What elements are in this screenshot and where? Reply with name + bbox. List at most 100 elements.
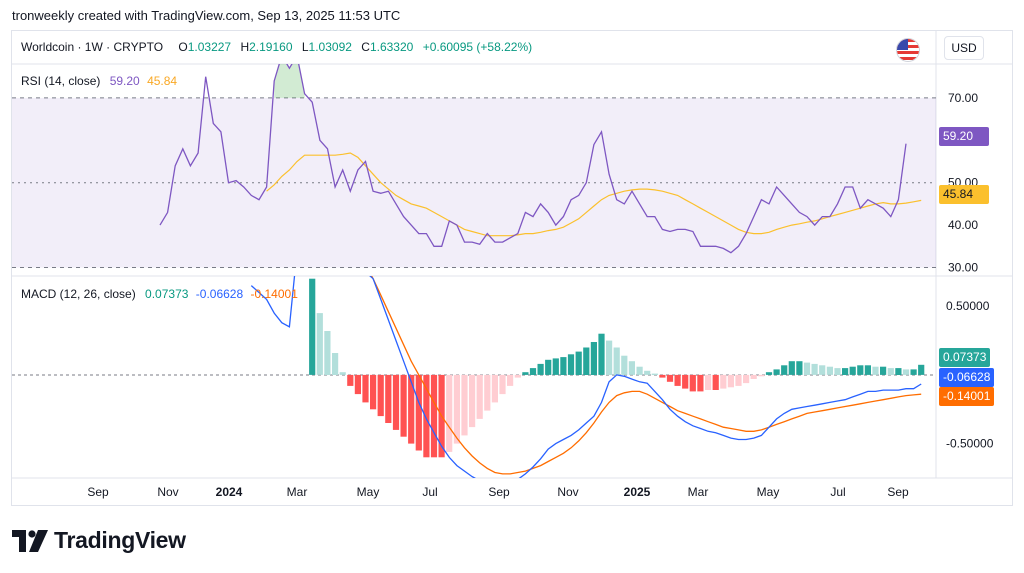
histogram-bar (552, 358, 559, 375)
open-value: 1.03227 (187, 40, 232, 54)
rsi-tick-label: 70.00 (948, 91, 978, 105)
time-axis-label: Nov (557, 485, 578, 499)
histogram-bar (910, 369, 917, 375)
histogram-bar (644, 370, 651, 375)
histogram-bar (575, 351, 582, 375)
time-axis-label: Sep (87, 485, 109, 499)
histogram-bar (895, 368, 902, 375)
close-value: 1.63320 (369, 40, 414, 54)
macd-line (250, 276, 922, 478)
rsi-legend-value: 59.20 (109, 74, 140, 88)
histogram-bar (621, 355, 628, 375)
hist-legend-value: 0.07373 (145, 287, 189, 301)
histogram-bar (651, 373, 658, 375)
histogram-bar (514, 374, 521, 378)
low-label: L (301, 40, 309, 54)
histogram-bar (598, 333, 605, 375)
rsi-tick-label: 30.00 (948, 261, 978, 275)
tradingview-logo-icon (12, 529, 48, 552)
histogram-bar (628, 361, 635, 375)
rsi-overbought-fill (274, 64, 305, 98)
histogram-bar (606, 340, 613, 375)
footer-logo[interactable]: TradingView (12, 527, 186, 554)
histogram-bar (849, 366, 856, 375)
histogram-bar (674, 374, 681, 386)
histogram-bar (560, 357, 567, 375)
histogram-bar (864, 365, 871, 375)
histogram-bar (918, 364, 925, 375)
histogram-bar (529, 368, 537, 375)
histogram-bar (735, 374, 742, 386)
macd-legend-value: -0.06628 (195, 287, 244, 301)
rsi-ma-price-badge: 45.84 (939, 185, 989, 204)
histogram-bar (453, 374, 460, 444)
time-axis-label: 2024 (216, 485, 243, 499)
change-value: +0.60095 (+58.22%) (422, 40, 533, 54)
histogram-bar (362, 374, 369, 403)
chart-frame (11, 30, 1013, 506)
time-axis-label: 2025 (624, 485, 651, 499)
histogram-bar (758, 374, 765, 377)
histogram-bar (339, 372, 346, 375)
symbol-name[interactable]: Worldcoin · 1W · CRYPTO (21, 40, 164, 54)
histogram-bar (682, 374, 689, 389)
histogram-bar (819, 365, 826, 375)
histogram-bar (537, 363, 544, 375)
histogram-bar (392, 374, 400, 430)
symbol-legend: Worldcoin · 1W · CRYPTO O1.03227 H2.1916… (21, 40, 532, 54)
histogram-bar (887, 368, 894, 375)
time-axis-label: Sep (488, 485, 510, 499)
histogram-bar (590, 342, 597, 375)
time-axis-label: Mar (287, 485, 308, 499)
histogram-bar (377, 374, 384, 417)
histogram-bar (796, 361, 803, 375)
time-axis-label: May (757, 485, 780, 499)
close-label: C (361, 40, 370, 54)
histogram-bar (332, 353, 339, 375)
histogram-bar (385, 374, 392, 423)
us-flag-icon[interactable] (896, 38, 920, 62)
histogram-bar (659, 374, 666, 378)
histogram-bar (781, 365, 788, 375)
macd-histogram (309, 278, 925, 458)
histogram-bar (522, 372, 529, 375)
chart-header: tronweekly created with TradingView.com,… (12, 8, 401, 23)
histogram-bar (811, 363, 818, 375)
signal-line (370, 276, 922, 475)
histogram-bar (636, 366, 643, 375)
macd-legend-name: MACD (12, 26, close) (21, 287, 136, 301)
histogram-bar (484, 374, 491, 411)
signal-price-badge: -0.14001 (939, 387, 995, 406)
rsi-legend[interactable]: RSI (14, close) 59.20 45.84 (21, 74, 177, 88)
histogram-bar (400, 374, 407, 437)
macd-legend[interactable]: MACD (12, 26, close) 0.07373 -0.06628 -0… (21, 287, 298, 301)
time-axis-label: Jul (422, 485, 437, 499)
histogram-bar (507, 374, 514, 386)
rsi-line (159, 64, 907, 254)
histogram-bar (788, 361, 795, 375)
histogram-bar (370, 374, 377, 410)
rsi-ma-legend-value: 45.84 (147, 74, 178, 88)
macd-tick-label: 0.50000 (946, 299, 990, 313)
histogram-bar (765, 372, 773, 375)
histogram-bar (324, 331, 331, 375)
histogram-bar (446, 374, 453, 452)
histogram-bar (826, 366, 833, 375)
histogram-bar (803, 362, 811, 375)
rsi-legend-name: RSI (14, close) (21, 74, 101, 88)
histogram-bar (316, 313, 323, 375)
histogram-bar (408, 374, 415, 444)
time-axis-label: Jul (830, 485, 845, 499)
histogram-bar (476, 374, 483, 419)
rsi-tick-label: 40.00 (948, 218, 978, 232)
histogram-bar (773, 369, 780, 375)
histogram-bar (499, 374, 506, 395)
currency-button[interactable]: USD (944, 36, 984, 60)
histogram-bar (491, 374, 498, 403)
histogram-bar (461, 374, 468, 436)
signal-legend-value: -0.14001 (250, 287, 298, 301)
histogram-bar (415, 374, 422, 451)
histogram-bar (423, 374, 430, 458)
rsi-price-badge: 59.20 (939, 127, 989, 146)
